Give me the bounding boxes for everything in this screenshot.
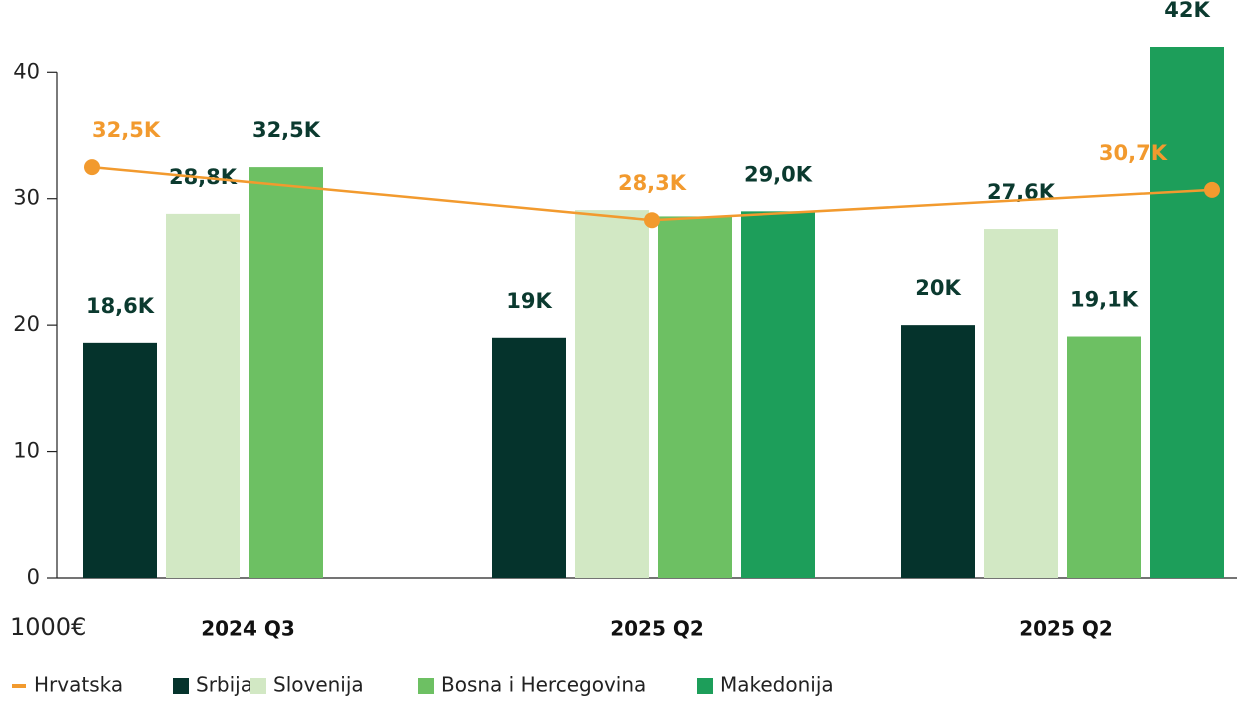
line-point (644, 212, 660, 229)
x-tick-label: 2025 Q2 (1019, 617, 1113, 641)
bar (83, 342, 157, 578)
bar (901, 325, 975, 578)
y-tick-label: 10 (13, 439, 40, 463)
legend-swatch (418, 678, 434, 694)
y-tick-label: 20 (13, 312, 40, 336)
value-label: 19K (506, 289, 552, 313)
bar (658, 216, 732, 578)
value-label: 32,5K (92, 118, 161, 142)
y-tick-label: 30 (13, 186, 40, 210)
bar (984, 229, 1058, 579)
value-label: 29,0K (744, 162, 813, 186)
y-tick-label: 40 (13, 59, 40, 83)
y-tick-label: 0 (27, 565, 40, 589)
legend-label: Srbija (196, 673, 253, 697)
value-label: 32,5K (252, 118, 321, 142)
legend-label: Slovenija (273, 673, 364, 697)
x-tick-label: 2025 Q2 (610, 617, 704, 641)
legend-label: Makedonija (720, 673, 834, 697)
x-tick-label: 2024 Q3 (201, 617, 295, 641)
legend-label: Bosna i Hercegovina (441, 673, 646, 697)
bar (575, 210, 649, 579)
legend-label: Hrvatska (34, 673, 123, 697)
bar (1150, 47, 1224, 578)
bar (1067, 336, 1141, 578)
value-label: 20K (915, 276, 961, 300)
legend-swatch (250, 678, 266, 694)
legend-swatch (697, 678, 713, 694)
line-point (84, 159, 100, 176)
bar (166, 213, 240, 578)
bar (741, 211, 815, 578)
value-label: 18,6K (86, 294, 155, 318)
legend-swatch (12, 684, 26, 688)
bar (249, 167, 323, 578)
value-label: 19,1K (1070, 288, 1139, 312)
value-label: 42K (1164, 0, 1210, 22)
line-point (1204, 181, 1220, 198)
value-label: 28,3K (618, 171, 687, 195)
bar (492, 337, 566, 578)
y-axis-label: 1000€ (10, 613, 86, 641)
legend-swatch (173, 678, 189, 694)
value-label: 30,7K (1099, 141, 1168, 165)
